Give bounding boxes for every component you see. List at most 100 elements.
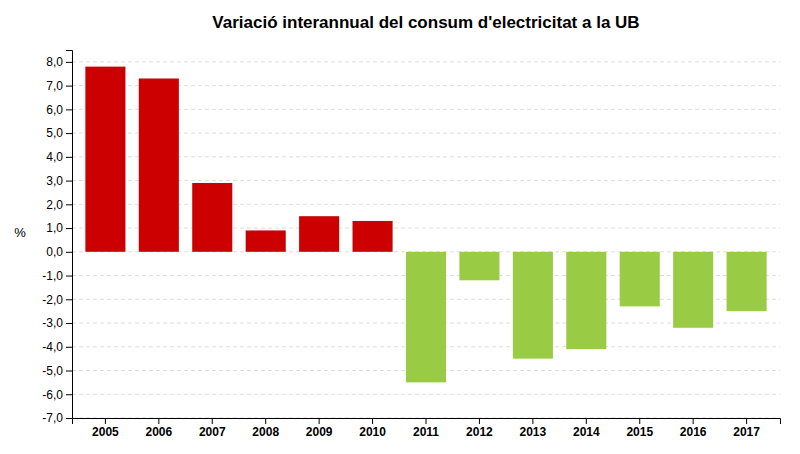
y-tick-label: 3,0 [46,174,63,188]
y-tick-label: -1,0 [42,269,63,283]
y-tick-mark [66,371,72,372]
x-tick-label: 2016 [680,425,707,439]
bar [353,221,393,252]
x-tick: 2005 [92,418,119,439]
x-tick-mark [265,418,266,424]
y-tick-label: -5,0 [42,364,63,378]
y-tick: 2,0 [46,198,72,212]
x-tick-label: 2012 [466,425,493,439]
x-tick: 2013 [520,418,547,439]
x-tick-label: 2009 [306,425,333,439]
y-tick: 8,0 [46,55,72,69]
bar [566,252,606,349]
x-tick: 2015 [626,418,653,439]
y-tick-mark [66,157,72,158]
x-tick-label: 2005 [92,425,119,439]
y-tick: 6,0 [46,103,72,117]
y-tick-label: 2,0 [46,198,63,212]
y-tick-label: 0,0 [46,245,63,259]
x-tick-label: 2010 [359,425,386,439]
x-tick: 2010 [359,418,386,439]
x-tick: 2017 [733,418,760,439]
title: Variació interannual del consum d'electr… [212,13,639,32]
y-tick-mark [66,204,72,205]
bar [620,252,660,307]
bar [192,183,232,252]
y-tick-label: 4,0 [46,150,63,164]
y-tick: -1,0 [42,269,72,283]
x-tick-label: 2014 [573,425,600,439]
bars [85,67,766,383]
y-tick: 1,0 [46,221,72,235]
x-tick-mark [105,418,106,424]
y-tick-mark [66,252,72,253]
grid [72,62,780,418]
y-tick: 7,0 [46,79,72,93]
y-tick-mark [66,86,72,87]
x-tick: 2008 [252,418,279,439]
y-tick-mark [66,276,72,277]
x-tick: 2016 [680,418,707,439]
bar [513,252,553,359]
x-tick-mark [319,418,320,424]
x-tick: 2012 [466,418,493,439]
y-tick-mark [66,394,72,395]
y-tick-label: -6,0 [42,388,63,402]
y-tick-label: -7,0 [42,411,63,425]
x-tick: 2007 [199,418,226,439]
y-tick-label: -2,0 [42,293,63,307]
y-tick-label: -4,0 [42,340,63,354]
y-tick-mark [66,347,72,348]
y-tick-label: 6,0 [46,103,63,117]
y-tick-mark [66,62,72,63]
y-tick-mark [66,323,72,324]
y-tick: -5,0 [42,364,72,378]
x-axis: 2005 2006 2007 2008 2009 2010 2011 2012 2013 2014… [73,418,781,439]
y-tick-mark [66,228,72,229]
y-axis: -7,0 -6,0 -5,0 -4,0 -3,0 -2,0 -1,0 0,0 1,0 2,0 3,0… [42,51,72,426]
x-tick-mark [158,418,159,424]
bar [406,252,446,383]
chart: -7,0 -6,0 -5,0 -4,0 -3,0 -2,0 -1,0 0,0 1,0 2,0 3,0… [0,0,800,454]
bar [139,78,179,251]
bar [727,252,767,311]
x-tick-mark [372,418,373,424]
x-tick: 2006 [145,418,172,439]
y-tick-label: 8,0 [46,55,63,69]
y-tick-mark [66,418,72,419]
x-tick-label: 2008 [252,425,279,439]
y-tick-label: 1,0 [46,221,63,235]
x-axis-line [73,419,781,425]
y-axis-line [66,51,73,419]
x-tick-label: 2011 [413,425,439,439]
x-tick-mark [426,418,427,424]
y-axis-title: % [14,225,26,240]
bar [299,216,339,252]
x-tick-mark [212,418,213,424]
x-tick-label: 2007 [199,425,226,439]
x-tick-mark [586,418,587,424]
x-tick-mark [746,418,747,424]
y-tick: -4,0 [42,340,72,354]
x-tick-mark [479,418,480,424]
y-tick: 3,0 [46,174,72,188]
y-tick: 4,0 [46,150,72,164]
y-tick-mark [66,299,72,300]
y-tick: 0,0 [46,245,72,259]
x-tick-label: 2006 [145,425,172,439]
x-tick-label: 2013 [520,425,547,439]
y-tick: 5,0 [46,126,72,140]
x-tick-label: 2017 [733,425,760,439]
y-tick-label: -3,0 [42,316,63,330]
x-tick: 2011 [413,418,439,439]
x-tick-mark [639,418,640,424]
y-tick: -2,0 [42,293,72,307]
x-tick-label: 2015 [626,425,653,439]
y-tick-mark [66,181,72,182]
bar [673,252,713,328]
y-tick: -3,0 [42,316,72,330]
y-tick: -7,0 [42,411,72,425]
grid-line [72,394,780,395]
y-tick-label: 5,0 [46,126,63,140]
x-tick-mark [693,418,694,424]
